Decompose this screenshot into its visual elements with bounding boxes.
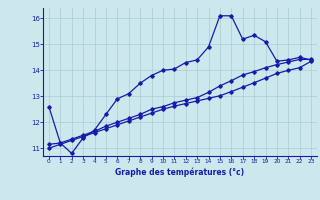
- X-axis label: Graphe des températures (°c): Graphe des températures (°c): [116, 167, 244, 177]
